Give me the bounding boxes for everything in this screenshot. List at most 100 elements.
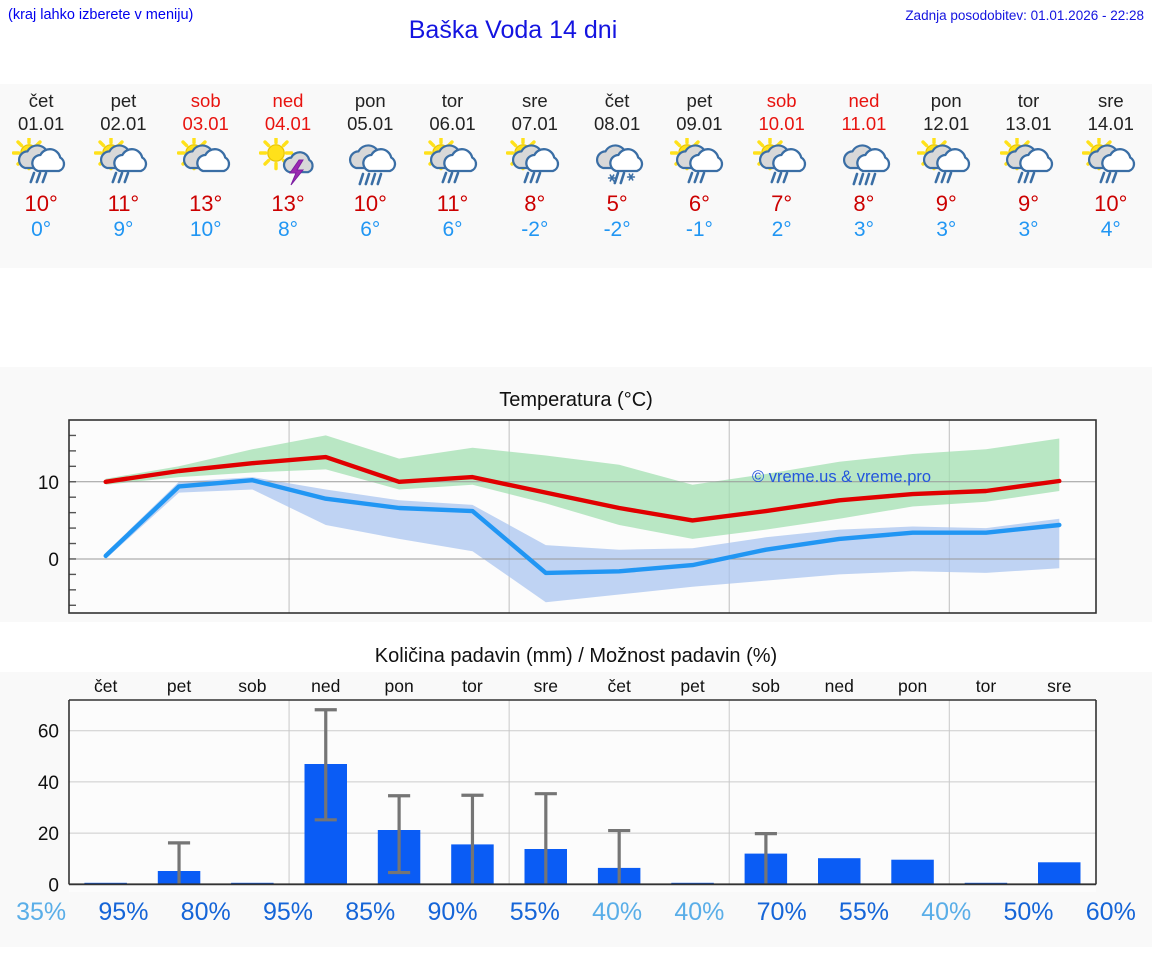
day-date: 03.01 (182, 113, 229, 134)
precipitation-error-bar (314, 708, 337, 822)
day-of-week: sre (1097, 90, 1124, 111)
day-column[interactable]: pon 12.01 9° 3° (905, 84, 987, 268)
day-of-week: sre (521, 90, 548, 111)
day-date: 14.01 (1087, 113, 1134, 134)
temperature-max: 11° (436, 191, 469, 216)
precipitation-error-bar (388, 794, 411, 875)
sun-cloud-rain-icon (917, 138, 975, 190)
x-axis-day-label: tor (462, 676, 483, 696)
temperature-min: 3° (936, 218, 957, 241)
temperature-max: 8° (524, 191, 546, 216)
day-date: 09.01 (676, 113, 723, 134)
y-axis-tick-label: 0 (48, 550, 59, 571)
temperature-min: 3° (1018, 218, 1039, 241)
temperature-min: 3° (853, 218, 874, 241)
day-of-week: tor (441, 90, 464, 111)
sun-cloud-rain-icon (670, 138, 728, 190)
temperature-min: 6° (360, 218, 381, 241)
temperature-min: 0° (31, 218, 52, 241)
temperature-chart-panel: Temperatura (°C) 0 10 (0, 367, 1152, 622)
temperature-max: 6° (688, 191, 710, 216)
temperature-series-line (103, 477, 1062, 576)
day-date: 13.01 (1005, 113, 1052, 134)
temperature-max: 5° (606, 191, 628, 216)
x-axis-day-label: ned (825, 676, 854, 696)
temperature-max: 11° (107, 191, 140, 216)
day-date: 11.01 (841, 113, 887, 134)
day-column[interactable]: čet 08.01 5° -2° (576, 84, 658, 268)
precipitation-error-bar (167, 841, 191, 885)
day-of-week: pet (110, 90, 137, 111)
precipitation-probability: 55% (509, 898, 560, 926)
day-column[interactable]: pet 02.01 11° 9° (82, 84, 164, 268)
sun-cloud-rain-icon (505, 138, 564, 190)
day-of-week: sob (190, 90, 221, 111)
day-column[interactable]: sob 10.01 7° 2° (741, 84, 823, 268)
precipitation-error-bar (534, 792, 557, 885)
y-axis-tick-label: 60 (38, 722, 59, 743)
top-bar: (kraj lahko izberete v meniju) Baška Vod… (0, 0, 1152, 62)
x-axis-day-label: pet (680, 676, 704, 696)
temperature-max: 9° (935, 191, 957, 216)
day-column[interactable]: čet 01.01 10° 0° (0, 84, 82, 268)
day-column[interactable]: tor 06.01 11° 6° (411, 84, 493, 268)
precipitation-probability: 85% (345, 898, 396, 926)
day-date: 05.01 (347, 113, 394, 134)
plot-background (69, 700, 1096, 892)
temperature-max: 13° (271, 191, 305, 216)
temperature-max: 8° (853, 191, 875, 216)
day-date: 08.01 (593, 113, 641, 134)
x-axis-day-label: sre (534, 676, 558, 696)
y-axis-tick-label: 10 (38, 473, 59, 494)
temperature-min: 10° (189, 218, 222, 241)
last-updated: Zadnja posodobitev: 01.01.2026 - 22:28 (905, 8, 1144, 23)
sun-cloud-rain-icon (1081, 138, 1140, 190)
day-column[interactable]: pet 09.01 6° -1° (658, 84, 740, 268)
precipitation-probability: 40% (921, 898, 972, 926)
precipitation-bar[interactable] (891, 859, 934, 885)
day-column[interactable]: tor 13.01 9° 3° (987, 84, 1069, 268)
sun-cloud-rain-icon (12, 138, 70, 190)
temperature-max: 7° (771, 191, 793, 216)
day-date: 01.01 (17, 113, 65, 134)
precipitation-chart: čet pet sob ned pon tor sre čet pet sob ned pon tor s… (38, 676, 1097, 896)
x-axis-day-label: sre (1047, 676, 1071, 696)
day-column[interactable]: sre 14.01 10° 4° (1070, 84, 1152, 268)
menu-hint: (kraj lahko izberete v meniju) (8, 7, 194, 23)
sun-cloud-icon (176, 138, 235, 190)
day-column[interactable]: sob 03.01 13° 10° (165, 84, 247, 268)
precipitation-probability: 95% (262, 898, 313, 926)
precipitation-chart-panel: Količina padavin (mm) / Možnost padavin … (0, 645, 1152, 947)
precipitation-chart-title: Količina padavin (mm) / Možnost padavin … (374, 645, 778, 667)
day-column[interactable]: pon 05.01 10° 6° (329, 84, 411, 268)
cloud-rain-icon (341, 138, 399, 190)
precipitation-probability: 80% (180, 898, 231, 926)
precipitation-probability: 55% (838, 898, 889, 926)
sun-cloud-rain-icon (752, 138, 811, 190)
x-axis-day-label: čet (94, 676, 117, 696)
temperature-min: 8° (277, 218, 299, 241)
temperature-min: -1° (685, 218, 713, 241)
day-column[interactable]: sre 07.01 8° -2° (494, 84, 576, 268)
sun-cloud-rain-icon (999, 138, 1058, 190)
day-of-week: ned (272, 90, 304, 111)
y-axis-tick-label: 20 (38, 824, 59, 845)
day-of-week: pon (930, 90, 962, 111)
temperature-min: 2° (771, 218, 792, 241)
sun-thunderstorm-icon (258, 138, 317, 190)
day-column[interactable]: ned 11.01 8° 3° (823, 84, 905, 268)
temperature-series-line (103, 454, 1062, 523)
precipitation-bar[interactable] (818, 858, 861, 885)
temperature-range-band (105, 477, 1060, 603)
x-axis-day-label: čet (607, 676, 630, 696)
day-of-week: ned (848, 90, 880, 111)
precipitation-bar[interactable] (1038, 862, 1081, 885)
x-axis-day-label: pon (385, 676, 414, 696)
day-of-week: čet (28, 90, 54, 111)
precipitation-probability: 60% (1085, 898, 1136, 926)
day-date: 02.01 (100, 113, 147, 134)
y-axis-tick-label: 0 (48, 875, 59, 896)
day-of-week: pon (354, 90, 386, 111)
day-column[interactable]: ned 04.01 13° 8° (247, 84, 329, 268)
temperature-min: 6° (442, 218, 463, 241)
